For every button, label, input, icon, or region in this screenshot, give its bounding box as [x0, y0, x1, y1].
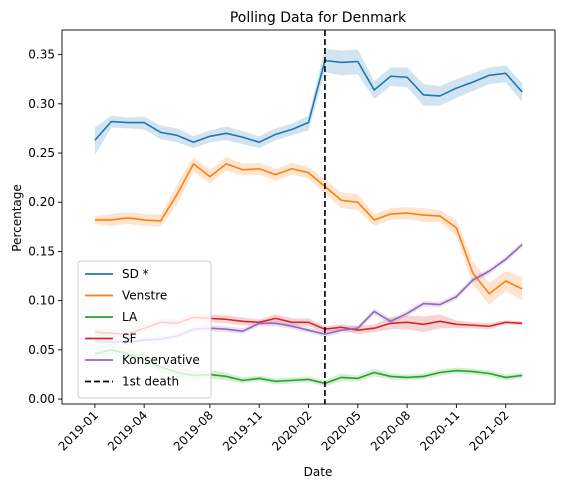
series-line-sd — [94, 59, 523, 143]
band-venstre — [94, 156, 523, 305]
legend-label-sf: SF — [122, 332, 137, 346]
x-tick-label: 2021-02 — [466, 408, 511, 453]
x-tick-label: 2020-11 — [417, 408, 462, 453]
y-tick-label: 0.30 — [28, 97, 55, 111]
y-tick-label: 0.20 — [28, 195, 55, 209]
series-line-venstre — [94, 163, 523, 295]
legend-label-la: LA — [122, 310, 138, 324]
x-tick-label: 2019-08 — [171, 408, 216, 453]
x-tick-label: 2019-01 — [56, 408, 101, 453]
x-tick-label: 2020-02 — [269, 408, 314, 453]
legend-label-1st-death: 1st death — [122, 375, 179, 389]
chart-title: Polling Data for Denmark — [230, 10, 407, 26]
legend-label-venstre: Venstre — [122, 289, 167, 303]
y-tick-label: 0.00 — [28, 392, 55, 406]
y-tick-label: 0.35 — [28, 48, 55, 62]
x-tick-label: 2019-04 — [105, 408, 150, 453]
x-tick-label: 2020-08 — [368, 408, 413, 453]
y-tick-label: 0.15 — [28, 244, 55, 258]
x-tick-label: 2020-05 — [319, 408, 364, 453]
legend: SD * Venstre LA SF Konservative 1st death — [77, 260, 212, 399]
legend-label-konservative: Konservative — [122, 353, 200, 367]
y-tick-label: 0.05 — [28, 343, 55, 357]
y-axis-label: Percentage — [10, 184, 24, 252]
legend-label-sd: SD * — [122, 267, 149, 281]
x-tick-label: 2019-11 — [220, 408, 265, 453]
y-tick-label: 0.25 — [28, 146, 55, 160]
band-sd — [94, 48, 523, 155]
y-tick-label: 0.10 — [28, 294, 55, 308]
x-axis-label: Date — [304, 465, 333, 479]
